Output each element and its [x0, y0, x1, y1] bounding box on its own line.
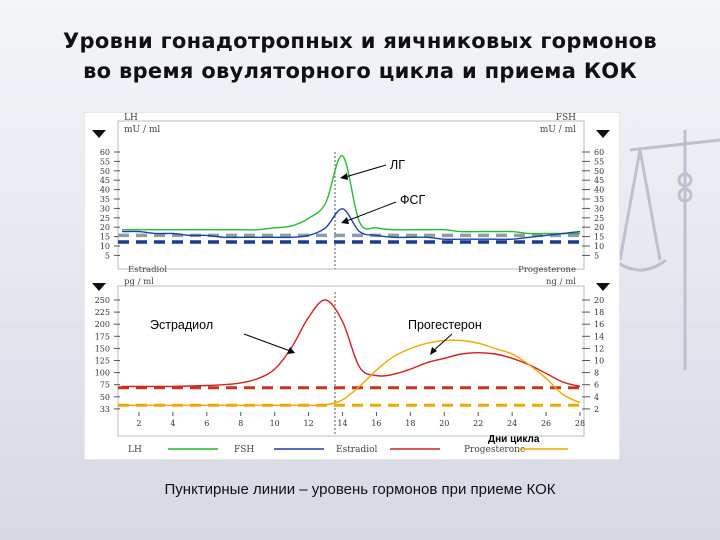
top-right-tick-label: 60: [594, 148, 604, 157]
bottom-left-tick-label: 250: [95, 296, 110, 305]
top-left-tick-label: 45: [100, 176, 110, 185]
hormone-chart: LH mU / ml FSH mU / ml Estradiol pg / ml…: [84, 112, 620, 460]
bottom-left-unit: pg / ml: [124, 277, 154, 287]
annotation-estradiol-arrow: [243, 333, 294, 353]
top-right-tick-label: 15: [594, 233, 604, 242]
bottom-right-tick-label: 16: [594, 320, 604, 329]
bottom-left-tick-label: 200: [95, 320, 110, 329]
top-right-arrow-icon: [596, 130, 610, 138]
x-tick-label: 10: [270, 419, 280, 428]
lh-curve: [121, 155, 580, 235]
bottom-right-tick-label: 12: [594, 344, 604, 353]
legend-label-fsh: FSH: [234, 445, 254, 455]
x-tick-label: 12: [303, 419, 313, 428]
top-left-tick-label: 30: [100, 204, 110, 213]
bottom-right-tick-label: 8: [594, 369, 599, 378]
x-tick-label: 20: [439, 419, 449, 428]
x-tick-label: 28: [575, 419, 585, 428]
top-right-header: FSH: [556, 113, 576, 123]
bottom-right-header: Progesterone: [518, 265, 576, 275]
annotation-progesterone: Прогестерон: [408, 318, 482, 332]
top-left-tick-label: 55: [100, 157, 110, 166]
bottom-left-tick-label: 33: [100, 405, 110, 414]
x-tick-label: 4: [170, 419, 175, 428]
top-left-tick-label: 20: [100, 223, 110, 232]
estradiol-curve: [122, 299, 581, 388]
top-right-tick-label: 40: [594, 186, 604, 195]
annotation-lh: ЛГ: [390, 158, 405, 172]
top-left-tick-label: 35: [100, 195, 110, 204]
annotation-fsh-arrow: [343, 201, 397, 223]
x-tick-label: 26: [541, 419, 551, 428]
caption: Пунктирные линии – уровень гормонов при …: [164, 481, 556, 498]
bottom-left-tick-label: 100: [95, 369, 110, 378]
top-right-tick-label: 35: [594, 195, 604, 204]
top-left-tick-label: 60: [100, 148, 110, 157]
x-tick-label: 2: [136, 419, 141, 428]
x-tick-label: 8: [238, 419, 243, 428]
top-plot-box: [117, 120, 585, 270]
bottom-left-tick-label: 125: [95, 357, 110, 366]
top-right-tick-label: 25: [594, 214, 604, 223]
top-right-tick-label: 50: [594, 167, 604, 176]
title-line-2: во время овуляторного цикла и приема КОК: [83, 59, 637, 83]
bottom-right-tick-label: 4: [594, 393, 599, 402]
bottom-right-unit: ng / ml: [546, 277, 576, 287]
top-right-tick-label: 55: [594, 157, 604, 166]
x-tick-label: 16: [371, 419, 381, 428]
bottom-left-tick-label: 175: [95, 332, 110, 341]
bottom-left-arrow-icon: [92, 283, 106, 291]
x-axis-label: Дни цикла: [488, 434, 540, 445]
bottom-right-tick-label: 18: [594, 308, 604, 317]
bottom-left-tick-label: 75: [100, 381, 110, 390]
annotation-lh-arrowhead-icon: [340, 173, 348, 180]
annotation-progesterone-arrowhead-icon: [430, 347, 437, 355]
top-left-tick-label: 50: [100, 167, 110, 176]
bottom-right-tick-label: 14: [594, 332, 604, 341]
bottom-right-arrow-icon: [596, 283, 610, 291]
annotation-estradiol-arrowhead-icon: [287, 347, 295, 354]
bottom-right-tick-label: 2: [594, 405, 599, 414]
bottom-left-tick-label: 50: [100, 393, 110, 402]
annotation-fsh: ФСГ: [400, 193, 426, 207]
bottom-right-tick-label: 6: [594, 381, 599, 390]
annotation-fsh-arrowhead-icon: [341, 217, 349, 224]
top-left-tick-label: 15: [100, 233, 110, 242]
x-tick-label: 14: [337, 419, 347, 428]
top-left-tick-label: 40: [100, 186, 110, 195]
x-tick-label: 24: [507, 419, 517, 428]
top-right-unit: mU / ml: [540, 125, 576, 135]
scales-watermark-icon: [613, 130, 720, 370]
bottom-left-tick-label: 150: [95, 344, 110, 353]
top-right-tick-label: 5: [594, 251, 599, 260]
x-tick-label: 6: [204, 419, 209, 428]
annotation-estradiol: Эстрадиол: [150, 318, 213, 332]
top-left-tick-label: 5: [105, 251, 110, 260]
x-tick-label: 22: [473, 419, 483, 428]
annotation-lh-arrow: [341, 164, 387, 179]
hormone-chart-figure: LH mU / ml FSH mU / ml Estradiol pg / ml…: [84, 112, 620, 460]
bottom-right-tick-label: 20: [594, 296, 604, 305]
top-left-tick-label: 10: [100, 242, 110, 251]
progesterone-curve: [122, 339, 581, 407]
top-right-tick-label: 30: [594, 204, 604, 213]
slide-title: Уровни гонадотропных и яичниковых гормон…: [20, 26, 700, 86]
top-left-unit: mU / ml: [124, 125, 160, 135]
legend-label-progesterone: Progesterone: [464, 445, 525, 455]
top-left-tick-label: 25: [100, 214, 110, 223]
legend-label-estradiol: Estradiol: [336, 445, 378, 455]
top-right-tick-label: 45: [594, 176, 604, 185]
bottom-right-tick-label: 10: [594, 357, 604, 366]
bottom-left-header: Estradiol: [128, 265, 167, 275]
bottom-left-tick-label: 225: [95, 308, 110, 317]
title-line-1: Уровни гонадотропных и яичниковых гормон…: [63, 29, 657, 53]
x-tick-label: 18: [405, 419, 415, 428]
annotation-progesterone-arrow: [431, 333, 453, 353]
legend-label-lh: LH: [128, 445, 142, 455]
top-left-arrow-icon: [92, 130, 106, 138]
top-right-tick-label: 10: [594, 242, 604, 251]
top-right-tick-label: 20: [594, 223, 604, 232]
top-left-header: LH: [124, 113, 138, 123]
